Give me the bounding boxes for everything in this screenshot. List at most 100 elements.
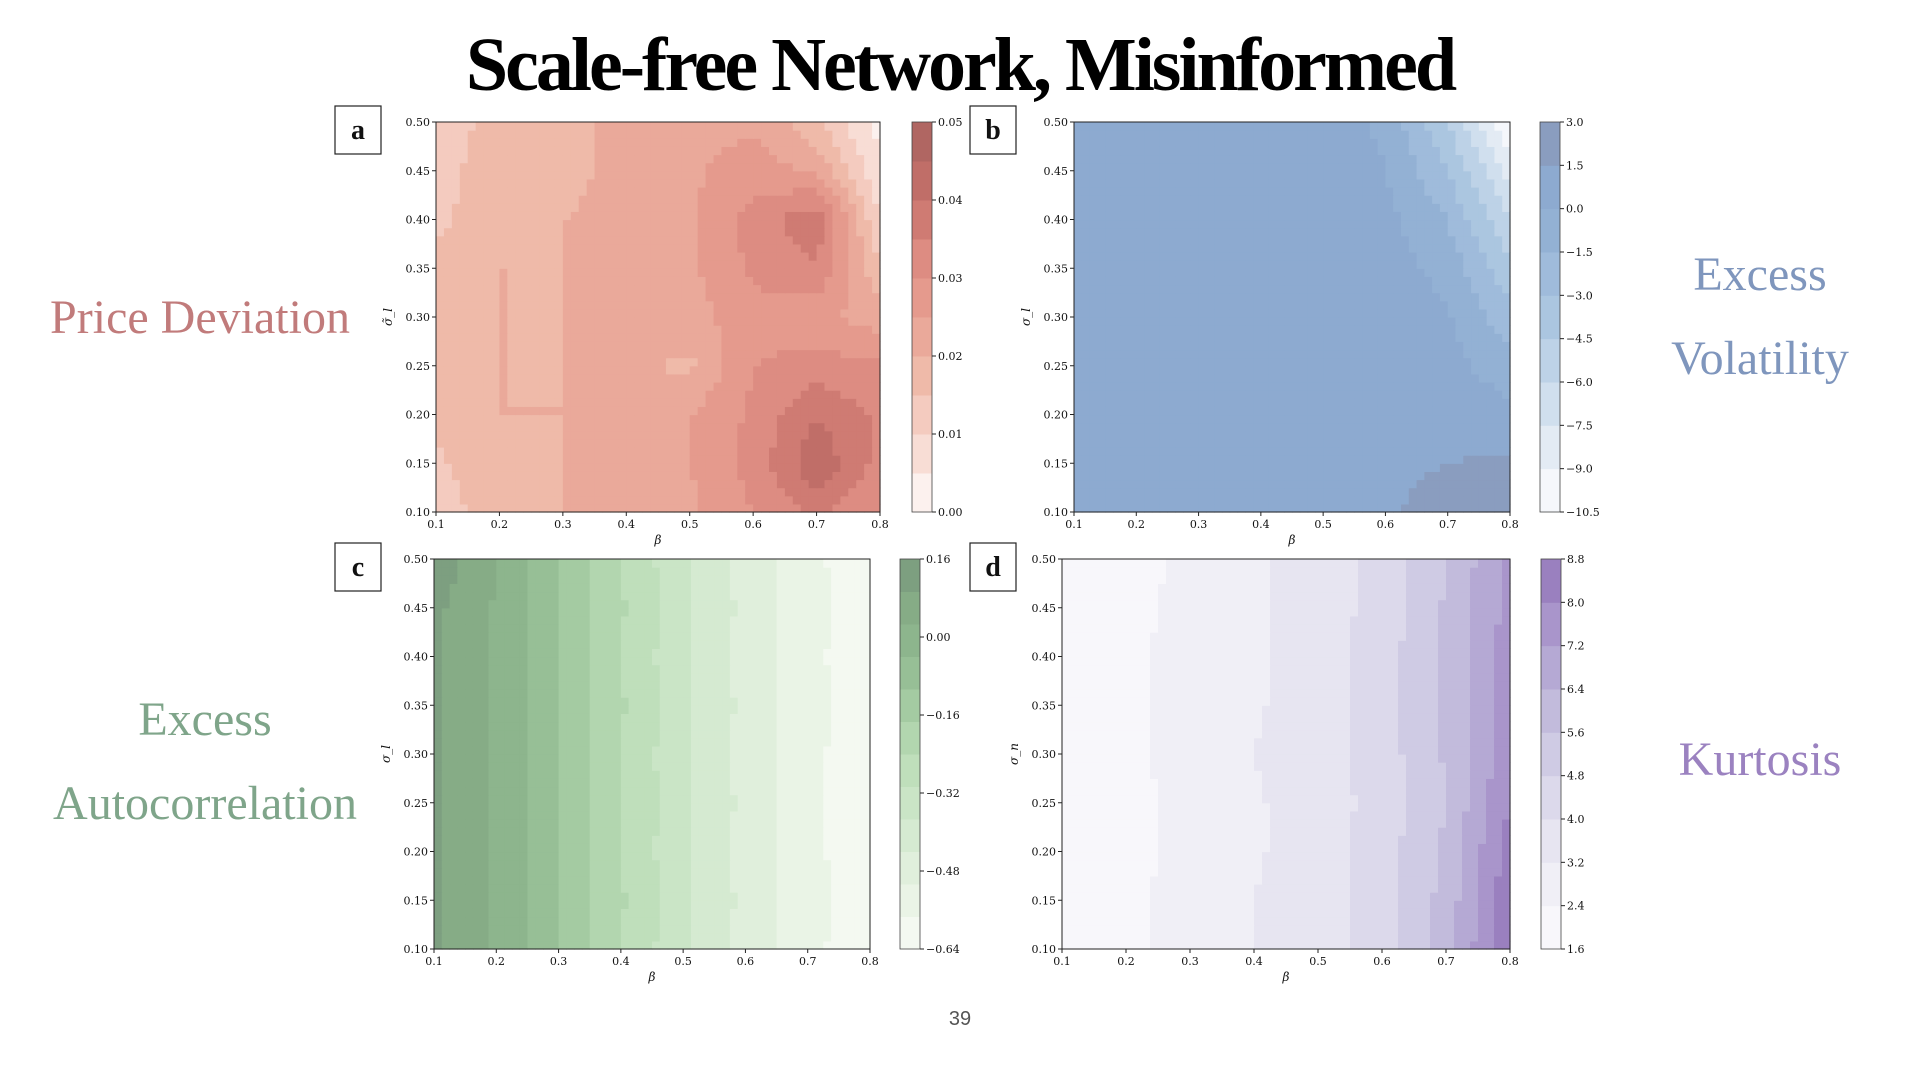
heatmap-cell (1463, 487, 1472, 497)
heatmap-cell (1494, 495, 1503, 505)
heatmap-cell (1229, 235, 1239, 245)
heatmap-cell (523, 146, 532, 156)
heatmap-cell (1385, 284, 1394, 294)
heatmap-cell (872, 438, 881, 448)
heatmap-cell (436, 317, 445, 326)
heatmap-cell (1354, 284, 1363, 294)
heatmap-cell (531, 284, 540, 294)
heatmap-cell (1089, 479, 1098, 489)
heatmap-cell (1292, 349, 1301, 359)
heatmap-cell (547, 268, 556, 277)
heatmap-cell (1478, 357, 1488, 367)
heatmap-cell (753, 130, 762, 139)
heatmap-cell (1237, 187, 1246, 196)
heatmap-cell (1385, 219, 1394, 229)
heatmap-cell (1097, 195, 1106, 204)
heatmap-cell (610, 438, 619, 448)
heatmap-cell (547, 373, 556, 383)
heatmap-cell (570, 130, 580, 139)
heatmap-cell (475, 227, 485, 237)
heatmap-cell (467, 382, 477, 391)
heatmap-cell (443, 252, 453, 261)
heatmap-cell (1408, 471, 1418, 481)
heatmap-cell (1330, 471, 1340, 481)
heatmap-cell (650, 195, 659, 204)
heatmap-cell (562, 414, 572, 424)
heatmap-cell (531, 195, 540, 204)
heatmap-cell (610, 325, 619, 334)
heatmap-cell (1362, 373, 1371, 383)
heatmap-cell (729, 487, 738, 497)
heatmap-cell (562, 325, 572, 334)
heatmap-cell (840, 365, 849, 375)
heatmap-cell (594, 406, 604, 416)
heatmap-cell (864, 170, 873, 180)
heatmap-cell (602, 455, 612, 464)
heatmap-cell (483, 373, 493, 383)
heatmap-cell (1401, 455, 1410, 464)
heatmap-cell (769, 154, 778, 164)
heatmap-cell (1268, 341, 1278, 351)
heatmap-cell (1206, 447, 1215, 456)
heatmap-cell (713, 235, 723, 245)
heatmap-cell (451, 195, 461, 204)
heatmap-cell (467, 276, 477, 286)
heatmap-cell (1292, 276, 1301, 286)
heatmap-cell (1330, 235, 1340, 245)
heatmap-cell (539, 325, 548, 334)
heatmap-cell (1136, 471, 1145, 481)
heatmap-cell (1284, 187, 1293, 196)
heatmap-cell (689, 471, 699, 481)
heatmap-cell (1276, 227, 1285, 237)
heatmap-cell (1198, 341, 1207, 351)
heatmap-cell (1214, 195, 1223, 204)
heatmap-cell (531, 430, 540, 440)
heatmap-cell (443, 284, 453, 294)
heatmap-cell (1299, 349, 1309, 359)
heatmap-cell (1175, 447, 1184, 456)
heatmap-cell (824, 495, 834, 505)
heatmap-cell (800, 390, 810, 399)
heatmap-cell (436, 122, 445, 131)
heatmap-cell (610, 138, 619, 147)
heatmap-cell (1471, 317, 1480, 326)
heatmap-cell (753, 447, 762, 456)
heatmap-cell (729, 503, 738, 513)
heatmap-cell (1502, 422, 1511, 432)
heatmap-cell (1424, 503, 1433, 513)
heatmap-cell (761, 122, 770, 131)
heatmap-cell (443, 406, 453, 416)
heatmap-cell (1323, 349, 1332, 359)
heatmap-cell (539, 219, 548, 229)
heatmap-cell (610, 422, 619, 432)
heatmap-cell (769, 300, 778, 310)
heatmap-cell (586, 479, 596, 489)
heatmap-cell (467, 503, 477, 513)
heatmap-cell (1144, 227, 1153, 237)
heatmap-cell (531, 398, 540, 407)
heatmap-cell (673, 170, 683, 180)
heatmap-cell (1074, 284, 1083, 294)
heatmap-cell (1401, 284, 1410, 294)
heatmap-cell (1136, 422, 1145, 432)
heatmap-cell (800, 146, 810, 156)
heatmap-cell (737, 438, 746, 448)
heatmap-cell (1120, 430, 1130, 440)
heatmap-cell (1315, 341, 1324, 351)
heatmap-cell (1151, 495, 1161, 505)
heatmap-cell (499, 414, 508, 424)
heatmap-cell (1323, 357, 1332, 367)
heatmap-cell (459, 252, 469, 261)
heatmap-cell (792, 308, 802, 318)
heatmap-cell (436, 398, 445, 407)
heatmap-cell (1408, 187, 1418, 196)
heatmap-cell (1494, 365, 1503, 375)
heatmap-cell (697, 503, 707, 513)
heatmap-cell (634, 268, 643, 277)
heatmap-cell (769, 471, 778, 481)
heatmap-cell (594, 373, 604, 383)
heatmap-cell (761, 300, 770, 310)
heatmap-cell (1183, 252, 1192, 261)
heatmap-cell (1432, 243, 1441, 253)
heatmap-cell (1237, 260, 1246, 269)
